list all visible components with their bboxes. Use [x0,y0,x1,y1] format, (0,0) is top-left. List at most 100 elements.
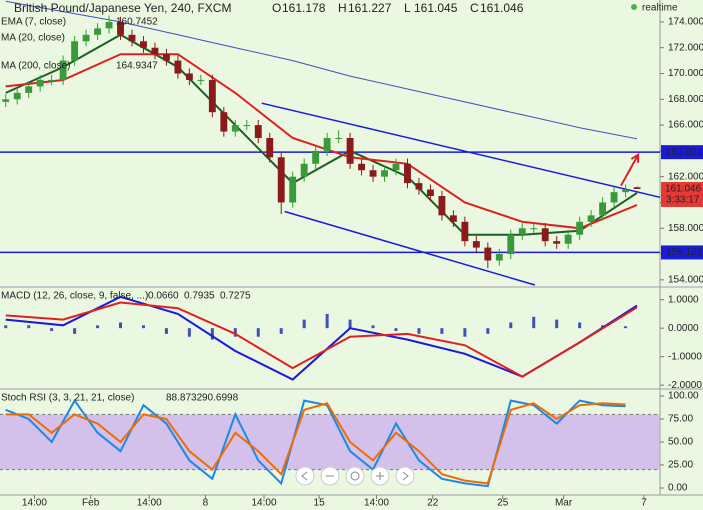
indicator-line [5,301,638,378]
x-tick-label: 14:00 [251,498,276,509]
y-tick-label: 0.0000 [668,323,699,334]
candle-body [518,228,526,235]
panel-separator [0,286,703,288]
histogram-bar [394,328,398,332]
price-label: 156.126 [666,247,703,258]
candle-body [231,125,239,132]
candle-body [151,47,159,55]
candle-body [2,99,10,102]
histogram-bar [486,328,490,334]
histogram-bar [96,325,100,329]
candle-body [312,150,320,164]
candle-body [117,21,124,35]
panel-separator [0,388,703,390]
indicator-line [5,0,638,140]
y-tick-label: -2.0000 [668,380,702,391]
histogram-bar [141,325,145,329]
histogram-bar [624,326,628,329]
current-price-box [661,181,703,207]
indicator-line [5,402,626,485]
candle-body [335,137,343,139]
histogram-bar [4,325,8,329]
nav-icon [402,471,409,481]
candle-body [461,221,469,242]
chart-title: British Pound/Japanese Yen, 240, FXCM [14,1,231,15]
y-tick-label: -1.0000 [668,351,702,362]
candle-body [633,187,641,189]
ohlc-value: 161.227 [348,1,392,15]
histogram-bar [73,328,77,334]
candle-body [346,137,354,164]
candle-body [220,112,228,132]
indicator-line [5,53,638,230]
ohlc-key: L [404,1,411,15]
y-tick-label: 158.000 [668,223,703,234]
candle-body [507,234,515,255]
candle-body [484,247,492,261]
candle-body [174,60,182,74]
trend-line [284,210,536,286]
indicator-line [5,33,638,236]
nav-button[interactable] [345,466,365,486]
histogram-bar [509,322,513,329]
candle-body [610,192,618,203]
histogram-bar [371,325,375,329]
legend-value: 0.7275 [220,291,251,302]
histogram-bar [256,328,260,337]
trend-line [261,102,661,199]
y-tick-label: 166.000 [668,120,703,131]
candle-body [564,234,572,244]
y-tick-label: 0.00 [668,483,688,494]
x-tick-label: 8 [203,498,209,509]
candle-body [105,21,113,29]
candle-body [300,163,308,177]
candle-body [404,163,411,184]
oversold-overbought-band [0,414,660,470]
current-price-label: 161.046 [665,184,702,195]
nav-button[interactable] [395,466,415,486]
candle-body [323,137,331,151]
legend-value: 0.7935 [184,291,215,302]
candle-body [530,228,538,230]
histogram-bar [119,322,123,329]
histogram-bar [302,319,306,329]
legend-value: 90.6998 [202,393,239,404]
candle-body [243,125,251,127]
histogram-bar [210,328,214,340]
indicator-line [5,398,626,488]
nav-icon [301,471,308,481]
y-tick-label: 100.00 [668,391,699,402]
nav-button[interactable] [295,466,315,486]
histogram-bar [233,328,237,337]
histogram-bar [187,328,191,337]
candle-body [472,241,480,248]
y-tick-label: 154.000 [668,274,703,285]
y-tick-label: 172.000 [668,42,703,53]
candle-body [197,79,205,81]
nav-buttons[interactable] [295,466,415,486]
y-tick-label: 170.000 [668,68,703,79]
candle-body [36,79,44,87]
x-tick-label: 7 [641,498,647,509]
legend-value: 164.9347 [116,61,158,72]
realtime-label: realtime [642,3,678,14]
ohlc-key: H [338,1,347,15]
candle-body [553,241,561,244]
candle-body [140,41,147,48]
x-tick-label: 22 [427,498,439,509]
candle-body [622,189,630,193]
ohlc-key: O [272,1,281,15]
candle-body [254,125,262,138]
candle-body [449,215,457,222]
arrow-line [620,154,640,187]
nav-icon [376,472,384,480]
candle-body [576,221,584,235]
x-tick-label: Feb [82,498,100,509]
candle-body [277,157,285,203]
indicator-title: Stoch RSI (3, 3, 21, 21, close) [1,393,134,404]
candle-body [48,79,56,81]
x-tick-label: 14:00 [364,498,389,509]
ohlc-value: 161.178 [282,1,326,15]
histogram-bar [348,319,352,329]
